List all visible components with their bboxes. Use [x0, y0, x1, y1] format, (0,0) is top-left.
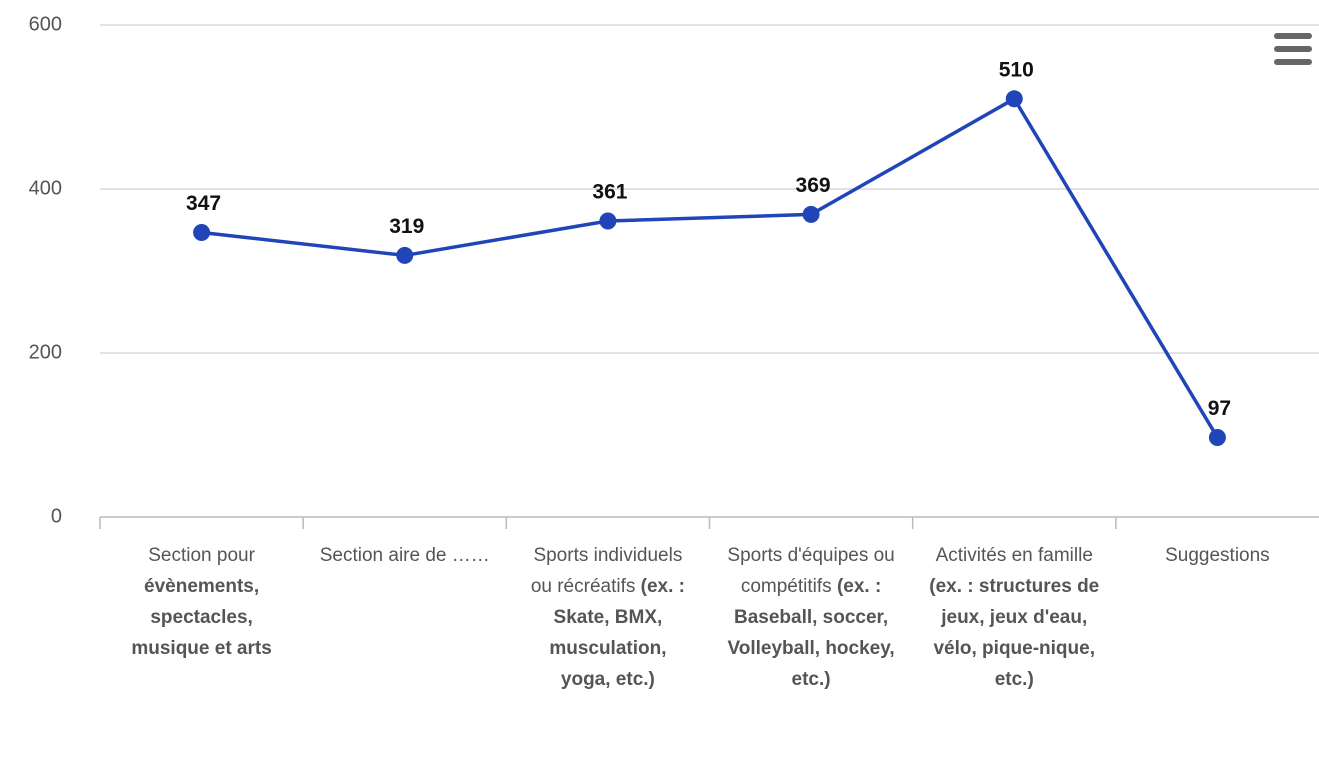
menu-bar — [1274, 33, 1312, 39]
menu-bar — [1274, 59, 1312, 65]
x-tick-label: Suggestions — [1117, 540, 1317, 571]
x-tick-label-part: (ex. : Baseball, soccer, Volleyball, hoc… — [727, 576, 895, 690]
data-point — [1005, 90, 1023, 108]
data-point — [1208, 428, 1226, 446]
x-tick-label: Section aire de …… — [305, 540, 505, 571]
x-tick-label-part: Suggestions — [1165, 545, 1270, 566]
x-tick-label: Sports d'équipes ou compétitifs (ex. : B… — [726, 540, 896, 695]
x-tick-label-part: Section pour — [148, 545, 255, 566]
data-label: 347 — [186, 192, 221, 215]
data-point — [802, 205, 820, 223]
data-point — [193, 223, 211, 241]
x-tick-label-part: (ex. : structures de jeux, jeux d'eau, v… — [929, 576, 1100, 690]
data-label: 361 — [592, 181, 627, 204]
data-line — [201, 96, 1219, 439]
data-label: 510 — [999, 58, 1034, 81]
data-point — [599, 212, 617, 230]
x-tick-label-part: évènements, spectacles, musique et arts — [131, 576, 272, 659]
x-tick-label: Sports individuels ou récréatifs (ex. : … — [523, 540, 693, 695]
data-label: 369 — [796, 174, 831, 197]
x-tick-label-part: (ex. : Skate, BMX, musculation, yoga, et… — [549, 576, 685, 690]
x-tick-label-part: Sports d'équipes ou compétitifs — [727, 545, 895, 597]
x-tick-label-part: Activités en famille — [935, 545, 1093, 566]
y-tick-label: 200 — [29, 341, 62, 363]
y-tick-label: 600 — [29, 13, 62, 35]
data-point — [396, 246, 414, 264]
y-tick-label: 0 — [51, 505, 62, 527]
x-tick-label: Activités en famille (ex. : structures d… — [929, 540, 1099, 695]
x-tick-label-part: Section aire de …… — [319, 545, 490, 566]
data-label: 319 — [389, 215, 424, 238]
menu-icon[interactable] — [1274, 33, 1312, 65]
y-tick-label: 400 — [29, 177, 62, 199]
data-label: 97 — [1208, 397, 1231, 420]
x-tick-label-part: Sports individuels ou récréatifs — [530, 545, 683, 597]
x-tick-label: Section pour évènements, spectacles, mus… — [117, 540, 287, 664]
menu-bar — [1274, 46, 1312, 52]
